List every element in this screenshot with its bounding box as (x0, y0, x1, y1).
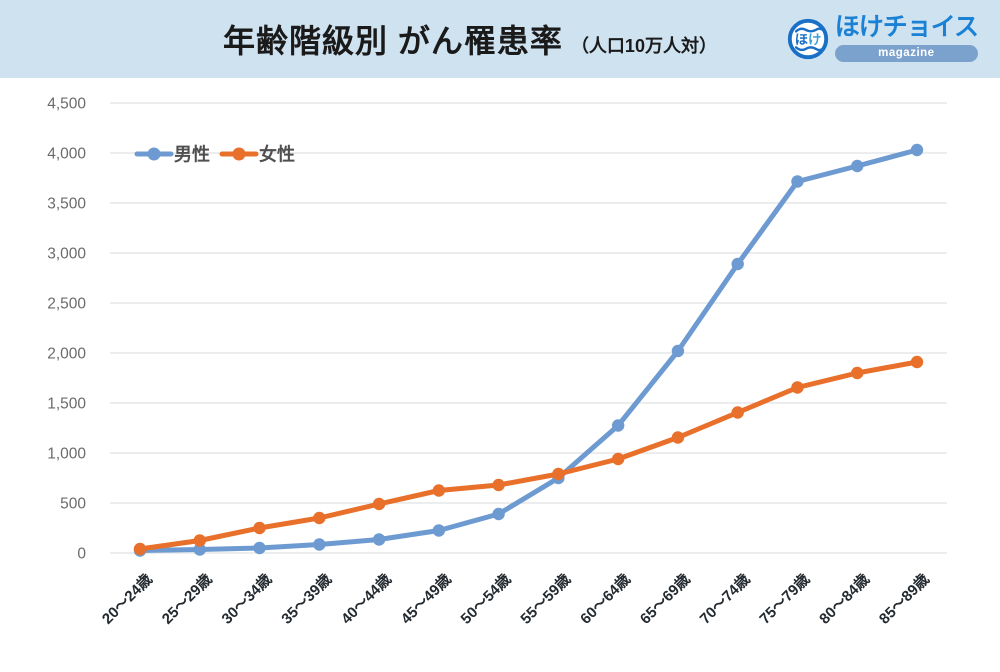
y-axis-tick-label: 4,500 (47, 96, 86, 113)
x-axis-tick-label: 80〜84歳 (816, 570, 874, 628)
title-unit-text: （人口10万人対） (570, 36, 717, 56)
title-text: 年齢階級別 がん罹患率 (223, 23, 563, 59)
data-point-male (731, 257, 744, 271)
x-axis-tick-label: 65〜69歳 (636, 570, 694, 628)
y-axis-tick-label: 3,000 (47, 246, 86, 263)
data-point-female (552, 467, 565, 481)
data-point-male (193, 543, 206, 556)
data-point-female (611, 452, 625, 466)
series-line-male (137, 147, 920, 553)
data-point-male (313, 538, 326, 551)
legend-swatch-dot (232, 147, 246, 161)
data-point-female (910, 355, 924, 369)
logo-icon-text: ほけ (794, 32, 821, 47)
data-point-male (791, 175, 804, 188)
x-axis-tick-label: 60〜64歳 (576, 570, 634, 628)
data-point-female (492, 478, 505, 492)
y-axis-tick-label: 4,000 (47, 146, 86, 163)
data-point-female (791, 381, 804, 394)
brand-logo-text-block: ほけチョイス magazine (834, 11, 979, 62)
x-axis-tick-label: 35〜39歳 (278, 570, 336, 628)
y-axis-tick-label: 3,500 (47, 196, 86, 213)
header-banner: 年齢階級別 がん罹患率 （人口10万人対） ほけ ほけチョイス magazine (0, 0, 1000, 78)
x-axis-tick-label: 75〜79歳 (756, 570, 814, 628)
data-point-male (611, 419, 625, 432)
brand-name: ほけチョイス (834, 13, 979, 41)
x-axis-tick-label: 70〜74歳 (696, 570, 754, 628)
data-point-male (851, 159, 864, 173)
data-point-male (910, 143, 924, 157)
magazine-badge: magazine (834, 44, 978, 62)
y-axis-tick-label: 1,000 (47, 446, 86, 463)
y-axis-tick-label: 2,000 (47, 346, 86, 363)
x-axis-tick-label: 25〜29歳 (158, 570, 216, 628)
data-point-female (372, 497, 386, 511)
legend-swatch-dot (147, 147, 161, 161)
data-point-female (313, 511, 326, 525)
y-axis-tick-label: 1,500 (47, 396, 86, 413)
data-point-male (671, 344, 685, 358)
x-axis-tick-label: 85〜89歳 (875, 570, 933, 628)
data-point-female (193, 534, 206, 547)
brand-logo-icon: ほけ (787, 18, 829, 65)
brand-logo: ほけ ほけチョイス magazine (787, 11, 979, 65)
logo-wave-top (794, 27, 823, 33)
x-axis-tick-label: 45〜49歳 (397, 570, 455, 628)
x-axis-tick-label: 55〜59歳 (517, 570, 575, 628)
data-point-female (731, 406, 744, 419)
x-axis-tick-label: 20〜24歳 (98, 570, 156, 628)
y-axis-tick-label: 0 (77, 546, 86, 563)
legend-label: 女性 (259, 144, 295, 165)
logo-circle-icon: ほけ (787, 18, 828, 60)
series-line-female (137, 359, 920, 552)
chart-canvas: 0 500 1,000 1,500 2,000 2,500 3,000 3,500 4,000 4… (47, 96, 947, 628)
x-axis-tick-label: 30〜34歳 (218, 570, 276, 628)
x-axis-tick-label: 40〜44歳 (337, 570, 395, 628)
data-point-female (253, 521, 266, 535)
logo-wave-bottom (794, 46, 823, 52)
data-point-male (372, 533, 386, 546)
data-point-female (432, 484, 446, 497)
x-axis-tick-label: 50〜54歳 (457, 570, 515, 628)
line-chart: 0 500 1,000 1,500 2,000 2,500 3,000 3,500 4,000 4… (0, 78, 1000, 667)
data-point-female (671, 431, 685, 444)
y-axis-tick-label: 500 (60, 496, 86, 513)
data-point-male (432, 524, 446, 537)
chart-title: 年齢階級別 がん罹患率 （人口10万人対） (223, 16, 717, 62)
data-point-male (253, 541, 266, 555)
data-point-male (492, 507, 505, 521)
y-axis-tick-label: 2,500 (47, 296, 86, 313)
data-point-female (851, 366, 864, 380)
legend-label: 男性 (174, 144, 210, 165)
data-point-female (133, 542, 147, 556)
